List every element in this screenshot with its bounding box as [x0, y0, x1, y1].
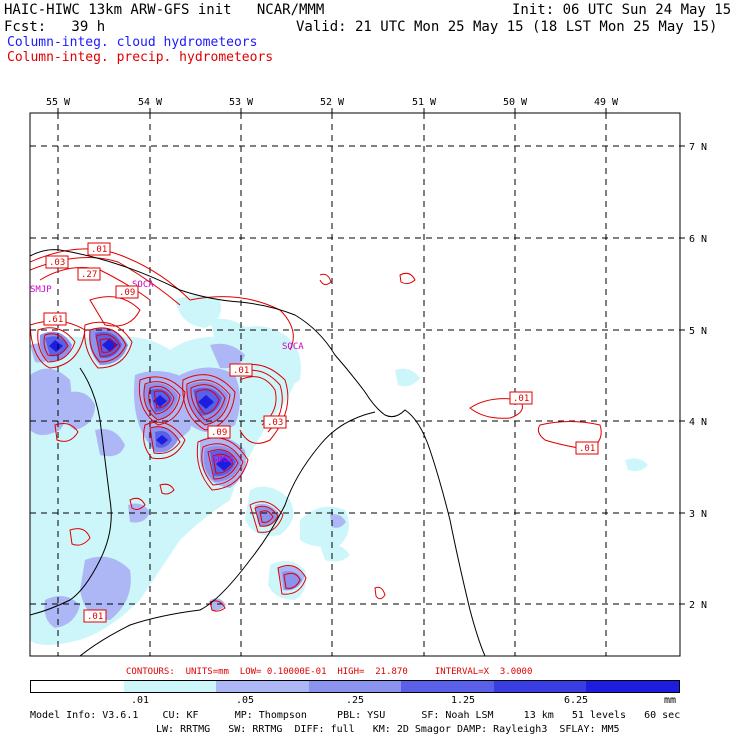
lon-label: 55 W	[46, 97, 71, 108]
contour-label: .01	[579, 444, 595, 454]
lon-label: 51 W	[412, 97, 437, 108]
contour-label: .03	[49, 258, 65, 268]
cloud-shading	[30, 295, 648, 645]
contour-label: .27	[81, 270, 97, 280]
lat-label: 7 N	[689, 142, 707, 153]
contour-label: .01	[513, 394, 529, 404]
valid-time: Valid: 21 UTC Mon 25 May 15 (18 LST Mon …	[296, 19, 718, 35]
colorbar	[30, 680, 680, 693]
colorbar-swatch	[493, 681, 587, 692]
lon-label: 54 W	[138, 97, 163, 108]
plot-frame	[29, 112, 681, 657]
lon-label: 52 W	[320, 97, 345, 108]
model-info-line1: Model Info: V3.6.1 CU: KF MP: Thompson P…	[30, 710, 681, 721]
init-time: Init: 06 UTC Sun 24 May 15	[512, 2, 732, 18]
colorbar-swatch	[216, 681, 309, 692]
colorbar-swatch	[401, 681, 494, 692]
colorbar-tick: .25	[346, 695, 365, 706]
colorbar-swatch	[31, 681, 124, 692]
colorbar-unit: mm	[664, 695, 677, 706]
axis-ticks	[57, 108, 685, 605]
lat-label: 3 N	[689, 509, 707, 520]
cloud-legend: Column-integ. cloud hydrometeors	[7, 35, 258, 50]
colorbar-swatch	[308, 681, 402, 692]
contour-label: .01	[91, 245, 107, 255]
colorbar-tick: .05	[236, 695, 255, 706]
lon-label: 49 W	[594, 97, 619, 108]
colorbar-tick: 6.25	[564, 695, 589, 706]
lat-lon-grid	[30, 113, 680, 656]
station-label: SBOS	[212, 455, 234, 465]
lon-label: 50 W	[503, 97, 528, 108]
coastline	[30, 249, 486, 656]
colorbar-swatch	[586, 681, 680, 692]
colorbar-tick: .01	[131, 695, 150, 706]
lat-label: 6 N	[689, 234, 707, 245]
colorbar-tick: 1.25	[451, 695, 476, 706]
contour-label: .09	[119, 288, 135, 298]
lon-label: 53 W	[229, 97, 254, 108]
contour-label: .61	[47, 315, 63, 325]
contours-info: CONTOURS: UNITS=mm LOW= 0.10000E-01 HIGH…	[126, 667, 533, 677]
lat-label: 5 N	[689, 326, 707, 337]
model-info-line2: LW: RRTMG SW: RRTMG DIFF: full KM: 2D Sm…	[156, 724, 620, 735]
station-label: SMJP	[30, 285, 52, 295]
contour-label: .01	[87, 612, 103, 622]
station-label: SOCA	[282, 342, 304, 352]
colorbar-swatch	[123, 681, 217, 692]
forecast-hour: Fcst: 39 h	[4, 19, 106, 35]
precip-legend: Column-integ. precip. hydrometeors	[7, 50, 274, 65]
station-label: SOCA	[132, 280, 154, 290]
lat-label: 4 N	[689, 417, 707, 428]
contour-label: .03	[267, 418, 283, 428]
header-title: HAIC-HIWC 13km ARW-GFS init NCAR/MMM	[4, 2, 325, 18]
contour-label: .09	[211, 428, 227, 438]
contour-label: .01	[233, 366, 249, 376]
lat-label: 2 N	[689, 600, 707, 611]
